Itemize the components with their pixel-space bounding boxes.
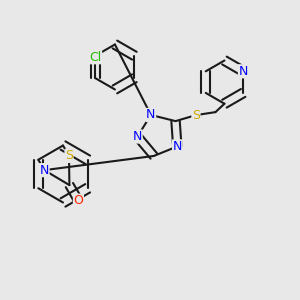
Text: S: S [65, 149, 73, 162]
Text: N: N [238, 65, 248, 78]
Text: N: N [133, 130, 142, 143]
Text: N: N [40, 164, 49, 177]
Text: N: N [172, 140, 182, 153]
Text: N: N [146, 109, 156, 122]
Text: O: O [74, 194, 83, 207]
Text: S: S [192, 109, 200, 122]
Text: Cl: Cl [89, 51, 101, 64]
